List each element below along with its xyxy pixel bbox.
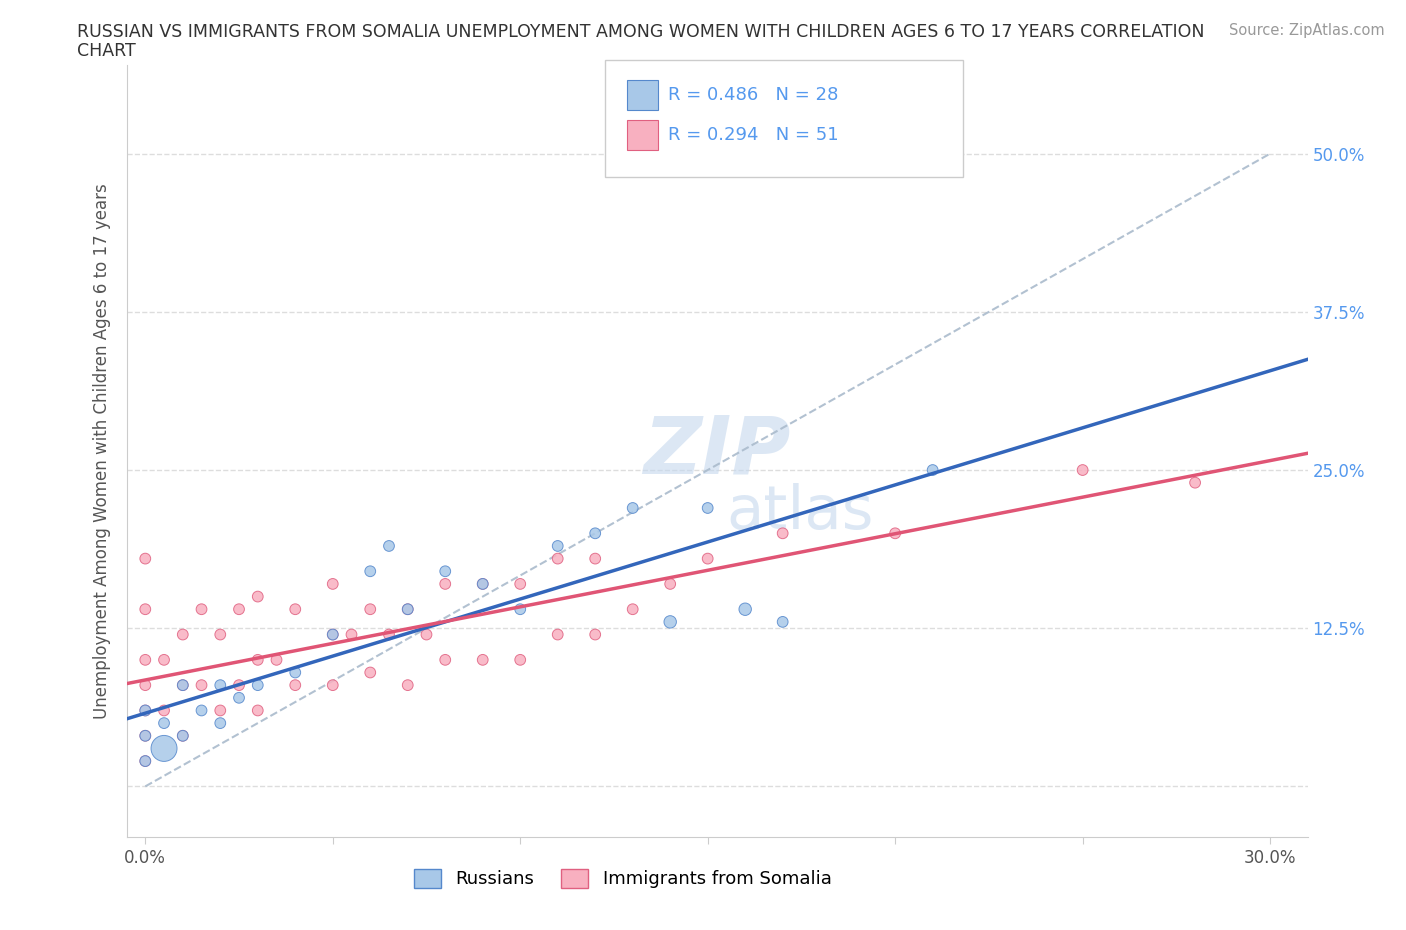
Point xyxy=(190,678,212,693)
Point xyxy=(434,564,457,578)
Point xyxy=(246,703,269,718)
Point xyxy=(1184,475,1206,490)
Point xyxy=(415,627,437,642)
Text: ZIP: ZIP xyxy=(644,412,790,490)
Legend: Russians, Immigrants from Somalia: Russians, Immigrants from Somalia xyxy=(405,860,841,897)
Point xyxy=(378,627,401,642)
Point xyxy=(471,653,494,668)
Point xyxy=(266,653,288,668)
Point xyxy=(134,753,156,768)
Text: atlas: atlas xyxy=(725,484,873,542)
Point xyxy=(172,728,194,743)
Point xyxy=(322,627,344,642)
Point xyxy=(547,551,569,566)
Point xyxy=(583,551,606,566)
Point xyxy=(228,678,250,693)
Point xyxy=(378,538,401,553)
Point xyxy=(396,678,419,693)
Point xyxy=(921,462,943,477)
Point xyxy=(547,627,569,642)
Point xyxy=(396,602,419,617)
Point xyxy=(359,602,381,617)
Text: RUSSIAN VS IMMIGRANTS FROM SOMALIA UNEMPLOYMENT AMONG WOMEN WITH CHILDREN AGES 6: RUSSIAN VS IMMIGRANTS FROM SOMALIA UNEMP… xyxy=(77,23,1205,41)
Point xyxy=(153,716,176,731)
Point xyxy=(172,728,194,743)
Point xyxy=(509,577,531,591)
Point xyxy=(734,602,756,617)
Point xyxy=(340,627,363,642)
Point xyxy=(190,703,212,718)
Point xyxy=(228,602,250,617)
Point xyxy=(322,577,344,591)
Point xyxy=(583,525,606,540)
Point xyxy=(284,602,307,617)
Point xyxy=(621,500,644,515)
Point xyxy=(134,602,156,617)
Point xyxy=(659,615,682,630)
Text: Source: ZipAtlas.com: Source: ZipAtlas.com xyxy=(1229,23,1385,38)
Point xyxy=(209,678,232,693)
Point xyxy=(134,653,156,668)
Point xyxy=(359,564,381,578)
Point xyxy=(471,577,494,591)
Point xyxy=(509,602,531,617)
Point xyxy=(1071,462,1094,477)
Point xyxy=(696,551,718,566)
Point xyxy=(359,665,381,680)
Point xyxy=(153,703,176,718)
Point xyxy=(696,500,718,515)
Point xyxy=(228,690,250,705)
Point xyxy=(884,525,907,540)
Point xyxy=(134,703,156,718)
Point xyxy=(621,602,644,617)
Point xyxy=(190,602,212,617)
Point xyxy=(583,627,606,642)
Point xyxy=(547,538,569,553)
Point xyxy=(172,627,194,642)
Point xyxy=(246,653,269,668)
Point xyxy=(209,716,232,731)
Point xyxy=(153,653,176,668)
Point xyxy=(209,627,232,642)
Point xyxy=(322,678,344,693)
Point xyxy=(509,653,531,668)
Point xyxy=(134,753,156,768)
Point xyxy=(134,678,156,693)
Point xyxy=(246,589,269,604)
Point xyxy=(434,653,457,668)
Point xyxy=(396,602,419,617)
Point xyxy=(153,741,176,756)
Point xyxy=(134,703,156,718)
Point xyxy=(172,678,194,693)
Point xyxy=(434,577,457,591)
Point xyxy=(134,728,156,743)
Y-axis label: Unemployment Among Women with Children Ages 6 to 17 years: Unemployment Among Women with Children A… xyxy=(93,183,111,719)
Point xyxy=(246,678,269,693)
Text: R = 0.294   N = 51: R = 0.294 N = 51 xyxy=(668,126,838,144)
Point xyxy=(172,678,194,693)
Point xyxy=(772,525,794,540)
Point xyxy=(659,577,682,591)
Text: CHART: CHART xyxy=(77,42,136,60)
Point xyxy=(772,615,794,630)
Point xyxy=(471,577,494,591)
Text: R = 0.486   N = 28: R = 0.486 N = 28 xyxy=(668,86,838,104)
Point xyxy=(322,627,344,642)
Point xyxy=(209,703,232,718)
Point xyxy=(284,678,307,693)
Point xyxy=(134,728,156,743)
Point xyxy=(284,665,307,680)
Point xyxy=(134,551,156,566)
